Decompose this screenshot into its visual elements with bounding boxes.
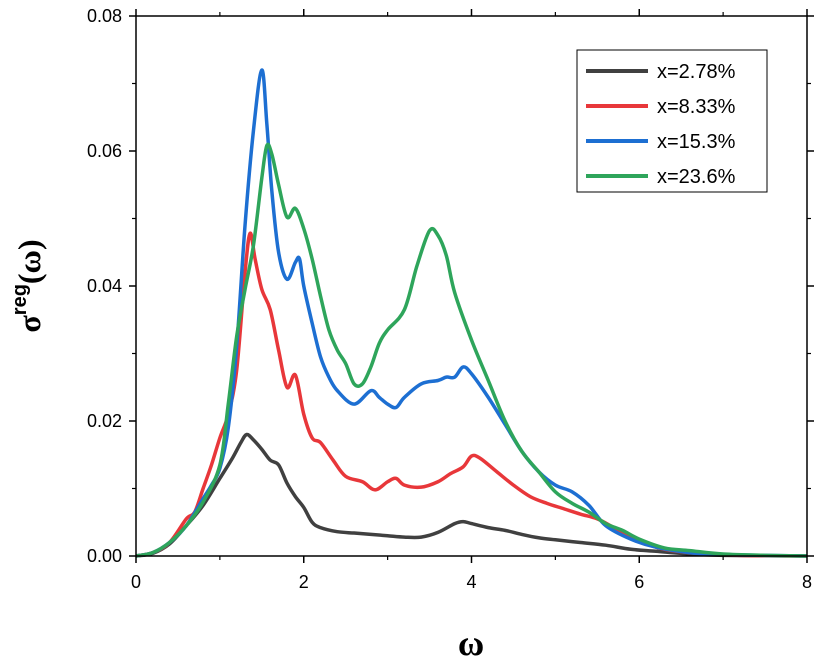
series-line-4	[135, 142, 808, 558]
y-axis-title: σreg(ω)	[9, 239, 47, 332]
legend: x=2.78% x=8.33% x=15.3% x=23.6%	[576, 49, 768, 193]
legend-label-1: x=2.78%	[657, 61, 736, 83]
series-line-2	[135, 231, 808, 558]
svg-text:σreg(ω): σreg(ω)	[9, 239, 47, 332]
y-tick-label: 0.00	[87, 546, 122, 566]
y-axis-title-symbol: σ	[11, 315, 47, 333]
series-layer	[135, 68, 808, 558]
y-tick-label: 0.06	[87, 141, 122, 161]
x-axis-title: ω	[458, 623, 484, 663]
y-tick-label: 0.02	[87, 411, 122, 431]
legend-box	[576, 49, 768, 193]
legend-label-2: x=8.33%	[657, 96, 736, 118]
x-tick-label: 6	[634, 572, 644, 592]
y-axis-title-argument: (ω)	[11, 239, 47, 284]
y-tick-label: 0.08	[87, 6, 122, 26]
x-tick-label: 2	[299, 572, 309, 592]
ticks-layer: 0 2 4 6 8 0.00 0.02 0.04 0.06 0.08	[87, 6, 814, 592]
y-axis-title-superscript: reg	[9, 284, 31, 315]
x-tick-label: 8	[802, 572, 812, 592]
series-line-1	[135, 432, 808, 558]
x-tick-label: 0	[131, 572, 141, 592]
legend-label-4: x=23.6%	[657, 166, 736, 188]
y-tick-label: 0.04	[87, 276, 122, 296]
x-tick-label: 4	[466, 572, 476, 592]
legend-label-3: x=15.3%	[657, 131, 736, 153]
